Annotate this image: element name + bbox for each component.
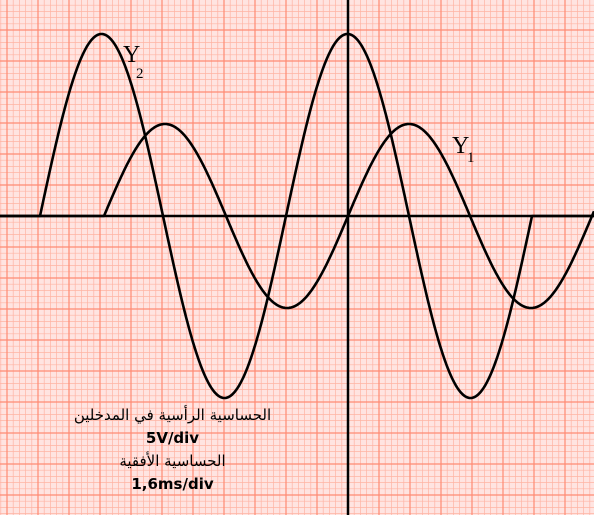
label-y1: Y: [452, 133, 469, 159]
trace-y2: [0, 32, 594, 400]
sensitivity-info: الحساسية الرأسية في المدخلين 5V/div الحس…: [0, 404, 345, 496]
horizontal-sensitivity-title: الحساسية الأفقية: [119, 452, 226, 470]
vertical-sensitivity-value: 5V/div: [145, 429, 200, 447]
trace-y1: [0, 122, 594, 310]
label-y1-subscript: 1: [467, 150, 475, 166]
label-y2: Y: [123, 42, 140, 68]
label-y2-subscript: 2: [136, 66, 144, 82]
horizontal-sensitivity-value: 1,6ms/div: [131, 475, 214, 493]
vertical-sensitivity-title: الحساسية الرأسية في المدخلين: [73, 406, 272, 424]
